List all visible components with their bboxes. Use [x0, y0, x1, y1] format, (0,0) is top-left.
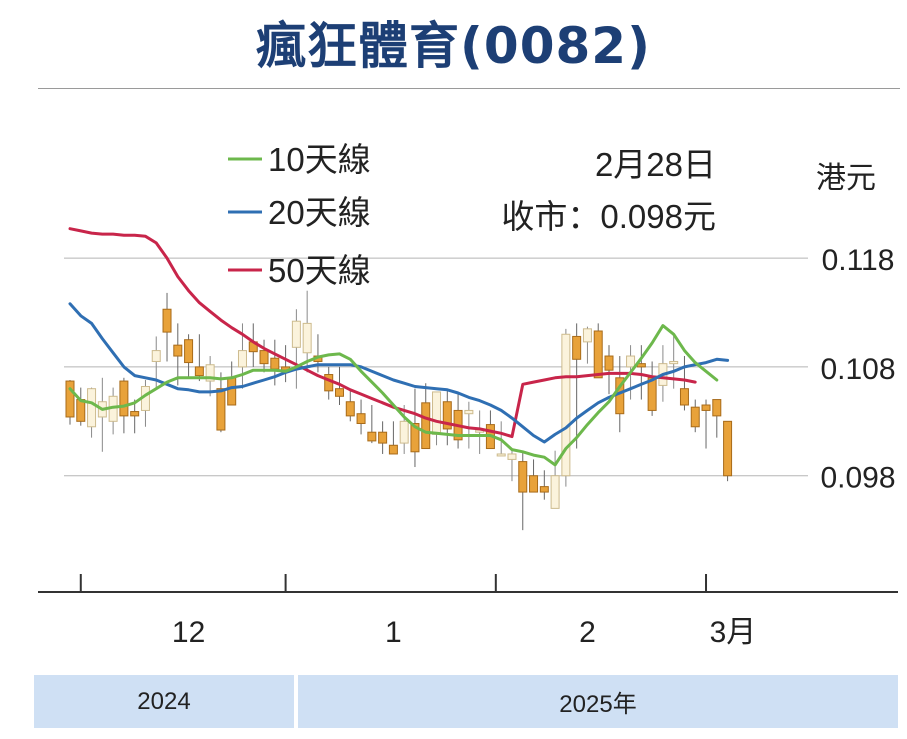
- candle-body: [669, 360, 679, 365]
- candle-body: [173, 344, 183, 357]
- candle-body: [582, 328, 592, 343]
- candle-body: [345, 401, 355, 417]
- candle-body: [205, 364, 215, 382]
- legend-label-ma20: 20天線: [268, 194, 371, 231]
- candle-body: [496, 453, 506, 457]
- year-band-2025: 2025年: [298, 675, 898, 728]
- candle-body: [550, 475, 560, 509]
- candle-body: [259, 350, 269, 365]
- title-divider: [38, 88, 900, 89]
- y-tick-label: 0.108: [820, 353, 895, 386]
- candle-body: [65, 380, 75, 418]
- legend-label-ma10: 10天線: [268, 141, 371, 178]
- chart-title: 瘋狂體育(0082): [256, 17, 651, 75]
- candle-body: [335, 388, 344, 397]
- candle-body: [291, 320, 301, 348]
- candle-body: [507, 453, 517, 460]
- series-line-ma20: [68, 302, 730, 444]
- year-band-2024: 2024: [34, 675, 294, 728]
- candle-body: [302, 322, 312, 354]
- candle-body: [690, 406, 700, 428]
- candle-body: [701, 404, 711, 411]
- y-tick-label: 0.098: [820, 462, 895, 495]
- candle-body: [356, 413, 366, 424]
- annotation-date: 2月28日: [595, 146, 716, 183]
- annotation-close: 收市：0.098元: [501, 198, 716, 235]
- candle-body: [464, 409, 474, 415]
- candle-body: [216, 388, 226, 431]
- candle-body: [518, 461, 528, 493]
- legend-label-ma50: 50天線: [268, 252, 371, 289]
- candle-body: [399, 420, 409, 444]
- candles: [65, 290, 733, 531]
- candle-body: [604, 355, 614, 371]
- chart-labels: 10天線 20天線 50天線 2月28日 收市：0.098元 港元: [228, 141, 876, 289]
- candle-body: [194, 366, 204, 377]
- candle-body: [184, 339, 194, 364]
- candle-body: [723, 420, 733, 477]
- y-tick-label: 0.118: [822, 244, 895, 277]
- candle-body: [712, 399, 722, 417]
- candle-body: [227, 377, 237, 406]
- candle-body: [378, 431, 388, 444]
- series-line-ma10: [68, 324, 719, 467]
- candle-body: [119, 380, 129, 417]
- candle-body: [626, 355, 636, 368]
- candle-body: [130, 411, 140, 417]
- candle-body: [388, 444, 398, 455]
- candle-body: [572, 335, 582, 360]
- candle-body: [421, 402, 431, 450]
- x-tick-label: 3月: [710, 616, 757, 649]
- candle-body: [270, 357, 280, 370]
- candle-body: [432, 391, 442, 435]
- candle-body: [162, 308, 172, 333]
- candle-body: [87, 388, 97, 428]
- candle-body: [539, 486, 549, 493]
- x-tick-label: 1: [385, 616, 402, 649]
- x-tick-label: 2: [579, 616, 596, 649]
- candle-body: [593, 330, 603, 379]
- candle-body: [410, 423, 420, 453]
- candle-body: [151, 350, 161, 362]
- series-line-ma50: [68, 227, 697, 439]
- year-label-2024: 2024: [137, 687, 191, 715]
- x-tick-label: 12: [172, 616, 205, 649]
- moving-average-lines: [68, 227, 730, 467]
- candle-body: [237, 350, 247, 368]
- currency-label: 港元: [816, 162, 876, 195]
- gridlines: 0.098 0.108 0.118: [64, 244, 896, 495]
- year-label-2025: 2025年: [559, 691, 637, 718]
- candle-body: [442, 401, 452, 430]
- candle-body: [529, 475, 539, 493]
- candle-body: [76, 399, 86, 422]
- x-axis: 12 1 2 3月: [38, 574, 898, 649]
- candle-body: [367, 431, 377, 442]
- candle-body: [561, 333, 571, 477]
- candle-body: [679, 388, 689, 406]
